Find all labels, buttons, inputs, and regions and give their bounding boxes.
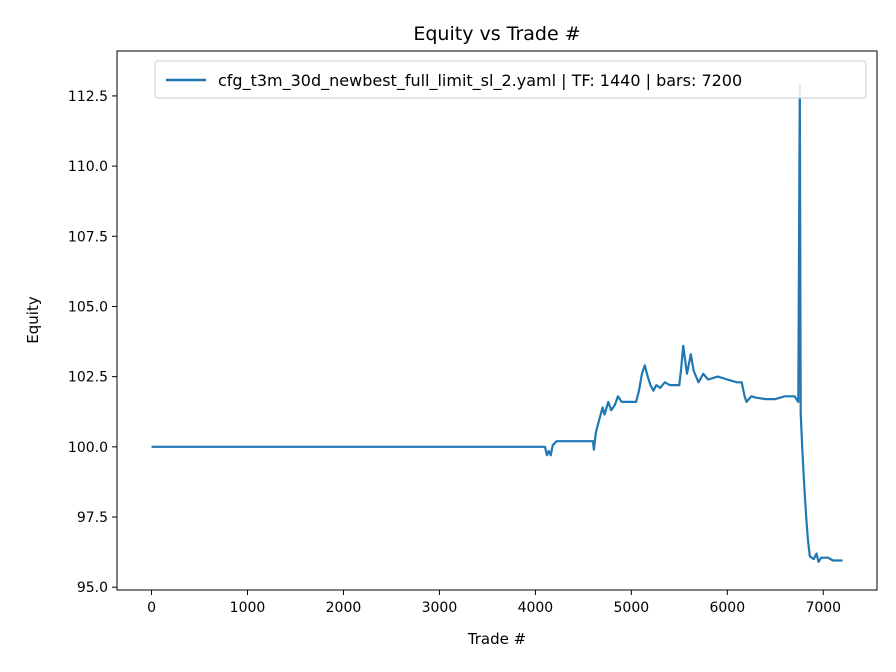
legend-box — [154, 60, 867, 99]
y-tick-label: 95.0 — [77, 580, 108, 596]
y-tick-label: 105.0 — [68, 299, 108, 315]
y-tick-label: 107.5 — [68, 229, 108, 245]
legend: cfg_t3m_30d_newbest_full_limit_sl_2.yaml… — [154, 60, 867, 99]
x-tick-label: 3000 — [422, 600, 458, 616]
x-tick-label: 5000 — [614, 600, 650, 616]
y-axis-label: Equity — [24, 296, 42, 344]
x-tick-label: 2000 — [326, 600, 362, 616]
x-tick-label: 4000 — [518, 600, 554, 616]
y-tick-label: 97.5 — [77, 510, 108, 526]
x-tick-label: 6000 — [709, 600, 745, 616]
x-tick-label: 1000 — [230, 600, 266, 616]
chart-title: Equity vs Trade # — [413, 23, 580, 45]
y-tick-label: 100.0 — [68, 440, 108, 456]
plot-frame — [116, 50, 878, 591]
y-tick-label: 102.5 — [68, 370, 108, 386]
y-tick-label: 112.5 — [68, 89, 108, 105]
x-tick-label: 7000 — [805, 600, 841, 616]
y-tick-label: 110.0 — [68, 159, 108, 175]
plot-area — [151, 83, 843, 563]
x-axis: 0 1000 2000 3000 4000 5000 6000 7000 — [147, 590, 841, 616]
x-tick-label: 0 — [147, 600, 156, 616]
x-axis-label: Trade # — [467, 630, 526, 648]
y-axis: 95.0 97.5 100.0 102.5 105.0 107.5 110.0 112.5 — [68, 89, 117, 596]
legend-entry-label: cfg_t3m_30d_newbest_full_limit_sl_2.yaml… — [218, 71, 742, 91]
series-line-0 — [151, 83, 843, 563]
